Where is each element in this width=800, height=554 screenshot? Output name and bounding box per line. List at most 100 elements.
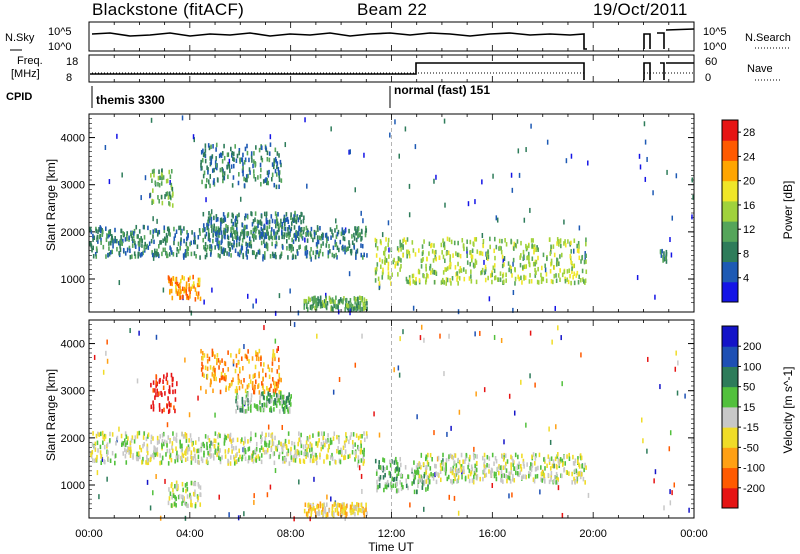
echo-cell bbox=[185, 253, 187, 258]
echo-cell bbox=[250, 154, 253, 159]
y-tick-label: 3000 bbox=[61, 386, 85, 398]
echo-cell bbox=[212, 144, 214, 149]
echo-cell bbox=[236, 214, 239, 219]
echo-cell bbox=[504, 453, 507, 458]
echo-cell bbox=[541, 265, 543, 271]
echo-cell bbox=[323, 459, 325, 464]
echo-cell bbox=[292, 246, 294, 252]
echo-cell bbox=[227, 212, 230, 217]
echo-cell bbox=[533, 246, 536, 252]
echo-cell bbox=[216, 217, 219, 222]
echo-cell bbox=[399, 243, 402, 249]
echo-cell bbox=[337, 229, 340, 235]
echo-cell bbox=[366, 434, 368, 439]
echo-cell bbox=[156, 435, 159, 441]
echo-cell bbox=[331, 506, 334, 511]
echo-cell bbox=[111, 249, 114, 255]
echo-cell bbox=[260, 181, 262, 187]
echo-cell bbox=[170, 288, 173, 294]
echo-cell bbox=[389, 459, 391, 465]
echo-cell bbox=[479, 476, 481, 482]
echo-cell bbox=[125, 460, 128, 465]
echo-cell bbox=[254, 372, 256, 378]
echo-cell bbox=[215, 147, 217, 152]
echo-cell bbox=[470, 464, 473, 469]
echo-cell bbox=[440, 460, 443, 465]
echo-cell bbox=[434, 254, 437, 260]
echo-cell bbox=[337, 446, 339, 451]
echo-cell bbox=[537, 280, 540, 285]
echo-cell bbox=[457, 475, 460, 480]
echo-cell bbox=[215, 226, 218, 231]
colorbar-tick-label: 8 bbox=[743, 248, 749, 260]
echo-cell bbox=[505, 242, 508, 247]
echo-cell bbox=[198, 277, 201, 283]
echo-cell bbox=[317, 432, 320, 437]
echo-cell bbox=[300, 219, 302, 225]
scatter-echo bbox=[654, 294, 656, 300]
echo-cell bbox=[377, 476, 380, 482]
echo-cell bbox=[363, 513, 366, 518]
echo-cell bbox=[434, 249, 437, 255]
echo-cell bbox=[322, 511, 325, 516]
echo-cell bbox=[201, 350, 204, 356]
echo-cell bbox=[250, 455, 252, 460]
echo-cell bbox=[386, 479, 389, 485]
echo-cell bbox=[488, 463, 490, 469]
echo-cell bbox=[152, 400, 154, 405]
echo-cell bbox=[253, 151, 255, 156]
echo-cell bbox=[258, 220, 260, 225]
echo-cell bbox=[278, 365, 280, 370]
cpid-panel: CPID themis 3300 normal (fast) 151 bbox=[6, 83, 490, 108]
echo-cell bbox=[312, 250, 315, 256]
colorbar-tick-label: -15 bbox=[743, 422, 759, 434]
echo-cell bbox=[456, 252, 459, 258]
echo-cell bbox=[274, 219, 276, 224]
echo-cell bbox=[375, 266, 378, 272]
echo-cell bbox=[570, 280, 572, 286]
echo-cell bbox=[246, 214, 249, 220]
echo-cell bbox=[335, 234, 338, 239]
scatter-echo bbox=[488, 296, 491, 302]
echo-cell bbox=[381, 466, 383, 472]
echo-cell bbox=[582, 476, 585, 482]
colorbar-frame bbox=[721, 325, 739, 509]
echo-cell bbox=[296, 449, 299, 454]
echo-cell bbox=[543, 476, 546, 482]
scatter-echo bbox=[496, 217, 499, 223]
echo-cell bbox=[441, 250, 443, 255]
echo-cell bbox=[252, 450, 255, 455]
echo-cell bbox=[221, 249, 224, 255]
echo-cell bbox=[203, 245, 205, 250]
scatter-echo bbox=[176, 381, 178, 387]
echo-cell bbox=[187, 251, 189, 257]
echo-cell bbox=[412, 472, 415, 478]
echo-cell bbox=[122, 451, 125, 456]
echo-cell bbox=[206, 165, 208, 170]
echo-cell bbox=[216, 452, 218, 458]
echo-cell bbox=[274, 147, 277, 153]
echo-cell bbox=[212, 180, 215, 185]
colorbar-tick-label: 28 bbox=[743, 127, 755, 139]
echo-cell bbox=[124, 251, 127, 256]
echo-cell bbox=[225, 223, 227, 229]
echo-cell bbox=[110, 240, 112, 246]
echo-cell bbox=[215, 376, 217, 382]
colorbar-swatch bbox=[722, 200, 738, 222]
echo-cell bbox=[509, 264, 511, 270]
echo-cell bbox=[326, 512, 329, 517]
echo-cell bbox=[363, 458, 365, 464]
echo-cell bbox=[260, 356, 262, 362]
echo-cell bbox=[129, 440, 132, 446]
echo-cell bbox=[348, 439, 350, 445]
echo-cell bbox=[199, 502, 202, 507]
echo-cell bbox=[259, 448, 261, 453]
echo-cell bbox=[420, 465, 422, 470]
echo-cell bbox=[363, 306, 365, 312]
echo-cell bbox=[161, 200, 164, 206]
echo-cell bbox=[584, 280, 586, 285]
echo-cell bbox=[257, 249, 260, 255]
echo-cell bbox=[555, 262, 558, 267]
echo-cell bbox=[315, 302, 317, 308]
scatter-echo bbox=[228, 158, 231, 164]
